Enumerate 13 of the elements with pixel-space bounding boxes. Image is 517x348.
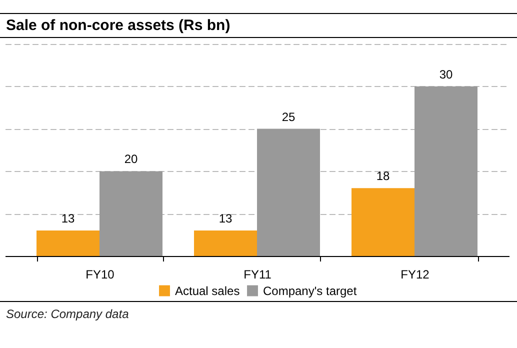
data-label: 25 bbox=[282, 110, 296, 124]
data-label: 30 bbox=[439, 67, 453, 82]
source-note: Source: Company data bbox=[6, 307, 130, 321]
data-label: 20 bbox=[124, 152, 138, 166]
data-label: 13 bbox=[61, 212, 75, 226]
data-label: 18 bbox=[376, 169, 390, 184]
legend-label: Company's target bbox=[263, 284, 358, 298]
data-label: 13 bbox=[218, 212, 232, 226]
legend-label: Actual sales bbox=[175, 284, 240, 298]
x-tick-label: FY11 bbox=[244, 268, 272, 282]
x-tick-label: FY12 bbox=[400, 268, 430, 282]
x-tick-label: FY10 bbox=[86, 268, 115, 282]
chart-title: Sale of non-core assets (Rs bn) bbox=[0, 13, 517, 38]
